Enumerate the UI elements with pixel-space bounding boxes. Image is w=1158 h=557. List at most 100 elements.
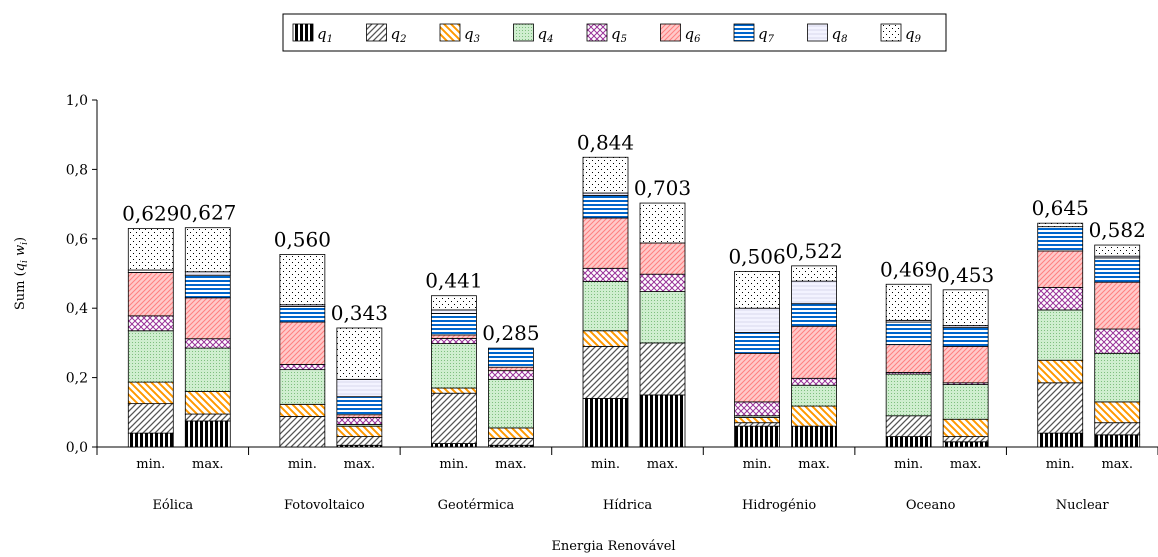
bar-segment-q1	[885, 436, 932, 448]
bar-total-label: 0,469	[880, 257, 937, 281]
bar-segment-q6	[488, 366, 534, 372]
bar-segment-q2	[639, 342, 686, 396]
legend-label-q4: q4	[538, 25, 554, 45]
bar-segment-q3	[942, 418, 989, 437]
legend-swatch-q2	[366, 23, 387, 42]
legend-swatch-q6	[660, 23, 681, 42]
bar-segment-q6	[336, 414, 383, 418]
bar-segment-q2	[127, 403, 174, 434]
bar-segment-q6	[791, 325, 837, 379]
bar-segment-q4	[1094, 352, 1141, 403]
legend-label-base: q	[317, 25, 327, 43]
bar-segment-q5	[1094, 328, 1141, 354]
bar-segment-q4	[885, 373, 932, 417]
legend-label-q6: q6	[685, 25, 702, 45]
bar-segment-q9	[885, 283, 932, 321]
y-axis-title-part: q	[13, 263, 28, 271]
bar-segment-q9	[639, 202, 686, 244]
legend-label-sub: 2	[399, 34, 406, 45]
bar-segment-q3	[184, 391, 231, 415]
bar-segment-q2	[582, 345, 629, 399]
bar-segment-q4	[639, 291, 686, 344]
bar-segment-q6	[582, 217, 629, 269]
y-axis-title-part: )	[13, 237, 28, 242]
bar-total-label: 0,844	[577, 130, 634, 154]
bar-segment-q5	[127, 315, 174, 332]
bar-segment-q4	[791, 384, 837, 407]
x-group-label: Oceano	[906, 498, 956, 513]
bar-segment-q1	[127, 432, 174, 448]
legend-label-q5: q5	[611, 25, 627, 45]
bar-segment-q5	[1037, 286, 1084, 311]
bar-segment-q5	[184, 338, 231, 349]
legend-label-base: q	[464, 25, 474, 43]
labels: 0,629 min. 0,627 max. 0,560 min. 0,343 max. 0,44…	[122, 130, 1146, 513]
bar-segment-q2	[734, 422, 780, 427]
bar-segment-q2	[885, 415, 932, 437]
bar-total-label: 0,560	[274, 227, 331, 251]
bar-segment-q4	[431, 343, 477, 389]
y-tick-label: 0,6	[66, 232, 88, 248]
bar-segment-q6	[431, 334, 477, 339]
bar-total-label: 0,522	[785, 239, 842, 263]
legend-swatch-q1	[292, 23, 314, 42]
bar-segment-q3	[127, 381, 174, 405]
bar-segment-q2	[488, 437, 534, 446]
x-group-label: Eólica	[152, 498, 193, 513]
bar-segment-q2	[1037, 382, 1084, 434]
bar-sub-label: min.	[1046, 457, 1075, 472]
bar-segment-q5	[639, 273, 686, 292]
y-tick-label: 0,8	[66, 162, 88, 178]
x-group-label: Nuclear	[1056, 498, 1110, 513]
bar-segment-q3	[1094, 401, 1141, 424]
legend-frame	[282, 13, 947, 52]
bar-segment-q9	[942, 289, 989, 326]
bar-segment-q4	[942, 384, 989, 420]
legend-label-sub: 8	[841, 34, 847, 45]
bar-segment-q9	[1094, 244, 1141, 257]
bar-segment-q3	[336, 425, 383, 437]
legend-label-base: q	[391, 25, 401, 43]
bar-sub-label: max.	[798, 457, 830, 472]
bar-segment-q4	[279, 369, 326, 405]
bar-sub-label: min.	[743, 457, 772, 472]
x-group-label: Fotovoltaico	[284, 498, 365, 513]
bar-sub-label: min.	[136, 457, 165, 472]
bar-segment-q1	[734, 425, 780, 448]
y-tick-label: 0,4	[66, 301, 88, 317]
bar-segment-q4	[184, 347, 231, 392]
bar-sub-label: min.	[439, 457, 468, 472]
x-group-label: Hídrica	[603, 498, 652, 513]
bar-total-label: 0,285	[482, 321, 539, 345]
bar-segment-q6	[942, 345, 989, 384]
bar-segment-q7	[184, 274, 231, 299]
bar-segment-q3	[734, 417, 780, 424]
bar-segment-q6	[1037, 250, 1084, 288]
y-tick-label: 1,0	[66, 93, 88, 109]
bar-segment-q2	[336, 436, 383, 446]
bar-segment-q3	[431, 387, 477, 394]
legend-label-q7: q7	[758, 25, 775, 45]
bar-segment-q5	[431, 337, 477, 344]
legend-swatch-q5	[586, 23, 608, 42]
bar-total-label: 0,453	[937, 263, 994, 287]
legend-label-sub: 5	[621, 34, 627, 45]
legend-swatch-q3	[439, 23, 461, 42]
bar-segment-q4	[488, 378, 534, 429]
bar-segment-q2	[942, 436, 989, 443]
legend-label-sub: 9	[915, 34, 922, 45]
bar-total-label: 0,629	[122, 201, 179, 225]
x-group-label: Geotérmica	[438, 498, 515, 513]
bar-segment-q5	[279, 364, 326, 371]
bar-segment-q1	[942, 441, 989, 448]
bar-total-label: 0,506	[728, 244, 785, 268]
legend-swatch-q8	[807, 23, 828, 42]
y-axis-title-part: i	[20, 242, 30, 245]
bar-segment-q5	[336, 417, 383, 425]
bar-segment-q2	[431, 392, 477, 444]
bar-segment-q4	[582, 281, 629, 332]
bar-total-label: 0,627	[179, 201, 236, 225]
bar-segment-q7	[1094, 257, 1141, 283]
bar-segment-q8	[184, 271, 231, 276]
